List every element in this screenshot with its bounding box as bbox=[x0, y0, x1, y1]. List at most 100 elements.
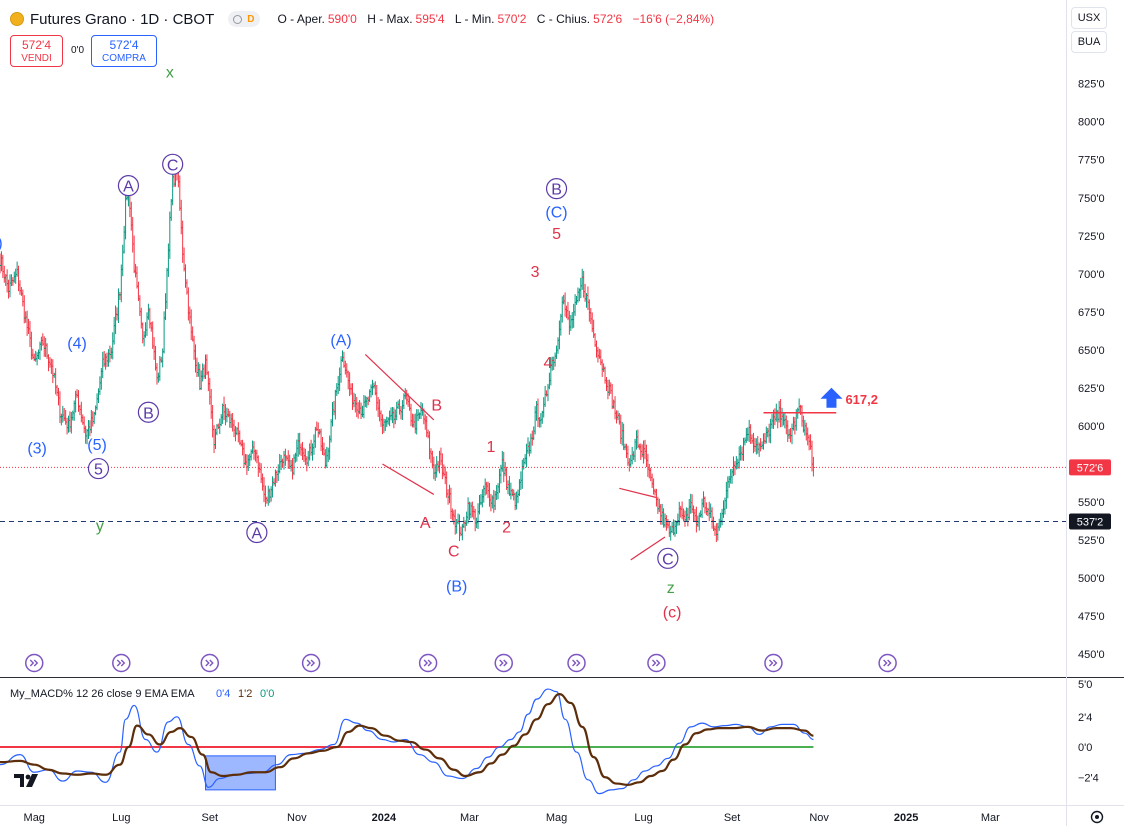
wave-label: B bbox=[431, 398, 442, 415]
event-marker-icon[interactable] bbox=[567, 653, 586, 673]
wave-label: ) bbox=[0, 235, 3, 252]
wave-label: 1 bbox=[486, 439, 495, 456]
time-tick-label: Mag bbox=[546, 812, 567, 824]
event-marker-circle bbox=[494, 653, 513, 673]
wave-label: 4 bbox=[544, 355, 553, 372]
sell-label: VENDI bbox=[21, 53, 52, 64]
price-tick-label: 700'0 bbox=[1078, 269, 1105, 281]
trendline bbox=[619, 487, 657, 499]
ohlc-values: O - Aper. 590'0 H - Max. 595'4 L - Min. 570… bbox=[278, 12, 722, 26]
wave-circle bbox=[117, 175, 140, 197]
wave-label: A bbox=[252, 525, 263, 542]
spread-value: 0'0 bbox=[71, 45, 85, 56]
status-pill[interactable]: D bbox=[228, 11, 260, 27]
sell-button[interactable]: 572'4 VENDI bbox=[10, 35, 63, 67]
macd-tick-label: 2'4 bbox=[1078, 712, 1092, 724]
event-marker-arrows bbox=[572, 659, 581, 667]
price-tick-label: 475'0 bbox=[1078, 611, 1105, 623]
symbol-logo-icon bbox=[10, 12, 24, 26]
event-marker-arrows bbox=[883, 659, 892, 667]
wave-label: (3) bbox=[27, 440, 47, 457]
ohlc-bars bbox=[0, 161, 815, 543]
chart-header: Futures Grano · 1D · CBOT D O - Aper. 590… bbox=[10, 8, 721, 30]
wave-circle bbox=[87, 457, 110, 480]
gear-icon[interactable] bbox=[1090, 810, 1104, 824]
event-marker-icon[interactable] bbox=[24, 653, 44, 673]
event-marker-circle bbox=[647, 653, 666, 673]
wave-label: 2 bbox=[502, 519, 511, 536]
wave-circle bbox=[162, 153, 184, 175]
event-marker-icon[interactable] bbox=[112, 653, 131, 673]
price-tick-label: 625'0 bbox=[1078, 383, 1105, 395]
time-tick-label: Mar bbox=[460, 812, 479, 824]
time-tick-label: Nov bbox=[809, 812, 829, 824]
target-label: 617,2 bbox=[845, 392, 878, 407]
dashed-level-label-bg bbox=[1069, 513, 1111, 530]
macd-value: 0'4 bbox=[216, 688, 230, 700]
price-tick-label: 750'0 bbox=[1078, 193, 1105, 205]
unit-selector[interactable]: BUA bbox=[1071, 31, 1107, 53]
signal-line bbox=[0, 693, 814, 786]
ohlc-low-label: L - Min. bbox=[454, 12, 495, 26]
symbol-title[interactable]: Futures Grano · 1D · CBOT bbox=[30, 11, 214, 28]
event-marker-icon[interactable] bbox=[418, 653, 438, 673]
price-tick-label: 675'0 bbox=[1078, 307, 1105, 319]
exchange-label: CBOT bbox=[172, 10, 215, 28]
time-tick-label: 2025 bbox=[894, 812, 918, 824]
wave-label: A bbox=[123, 179, 134, 196]
tradingview-logo-icon bbox=[14, 774, 38, 787]
wave-circle bbox=[246, 521, 268, 544]
sell-price: 572'4 bbox=[22, 38, 51, 52]
event-marker-circle bbox=[878, 653, 897, 673]
event-marker-circle bbox=[200, 653, 220, 673]
target-arrow-icon bbox=[820, 387, 843, 408]
event-marker-circle bbox=[112, 653, 131, 673]
buy-button[interactable]: 572'4 COMPRA bbox=[91, 35, 157, 67]
event-marker-icon[interactable] bbox=[647, 653, 666, 673]
ohlc-low-value: 570'2 bbox=[497, 12, 527, 26]
ohlc-open-value: 590'0 bbox=[327, 12, 357, 26]
wave-label: (B) bbox=[446, 579, 467, 596]
event-marker-icon[interactable] bbox=[494, 653, 513, 673]
time-tick-label: Set bbox=[724, 812, 741, 824]
trendline bbox=[630, 536, 666, 561]
wave-label: (A) bbox=[330, 332, 351, 349]
eye-icon bbox=[233, 14, 243, 24]
time-tick-label: 2024 bbox=[372, 812, 397, 824]
wave-label: 5 bbox=[552, 226, 561, 243]
event-marker-icon[interactable] bbox=[878, 653, 897, 673]
event-marker-circle bbox=[24, 653, 44, 673]
wave-label: C bbox=[448, 544, 460, 561]
event-marker-arrows bbox=[116, 659, 126, 667]
wave-circle bbox=[657, 547, 679, 569]
event-marker-icon[interactable] bbox=[764, 653, 783, 673]
event-marker-arrows bbox=[306, 659, 316, 667]
last-price-label-bg bbox=[1069, 459, 1111, 476]
time-tick-label: Set bbox=[202, 812, 219, 824]
wave-label: (C) bbox=[545, 204, 567, 221]
event-marker-circle bbox=[418, 653, 438, 673]
price-tick-label: 825'0 bbox=[1078, 79, 1105, 91]
price-tick-label: 725'0 bbox=[1078, 231, 1105, 243]
event-marker-icon[interactable] bbox=[200, 653, 220, 673]
price-tick-label: 650'0 bbox=[1078, 345, 1105, 357]
ohlc-open-label: O - Aper. bbox=[277, 12, 325, 26]
wave-label: C bbox=[662, 551, 674, 568]
price-tick-label: 600'0 bbox=[1078, 421, 1105, 433]
event-marker-arrows bbox=[205, 659, 214, 667]
time-tick-label: Mar bbox=[981, 812, 1000, 824]
ohlc-change-value: −16'6 (−2,84%) bbox=[632, 12, 715, 26]
currency-selector[interactable]: USX bbox=[1071, 7, 1107, 29]
price-tick-label: 525'0 bbox=[1078, 535, 1105, 547]
ohlc-high-label: H - Max. bbox=[367, 12, 413, 26]
gear-hub bbox=[1095, 815, 1099, 819]
event-marker-icon[interactable] bbox=[301, 653, 321, 673]
macd-tick-label: 0'0 bbox=[1078, 742, 1092, 754]
wave-label: B bbox=[551, 182, 562, 199]
ohlc-close-label: C - Chius. bbox=[536, 12, 591, 26]
event-marker-arrows bbox=[651, 659, 661, 667]
wave-circle bbox=[545, 178, 568, 200]
wave-label: x bbox=[166, 65, 174, 82]
ohlc-close-value: 572'6 bbox=[593, 12, 623, 26]
